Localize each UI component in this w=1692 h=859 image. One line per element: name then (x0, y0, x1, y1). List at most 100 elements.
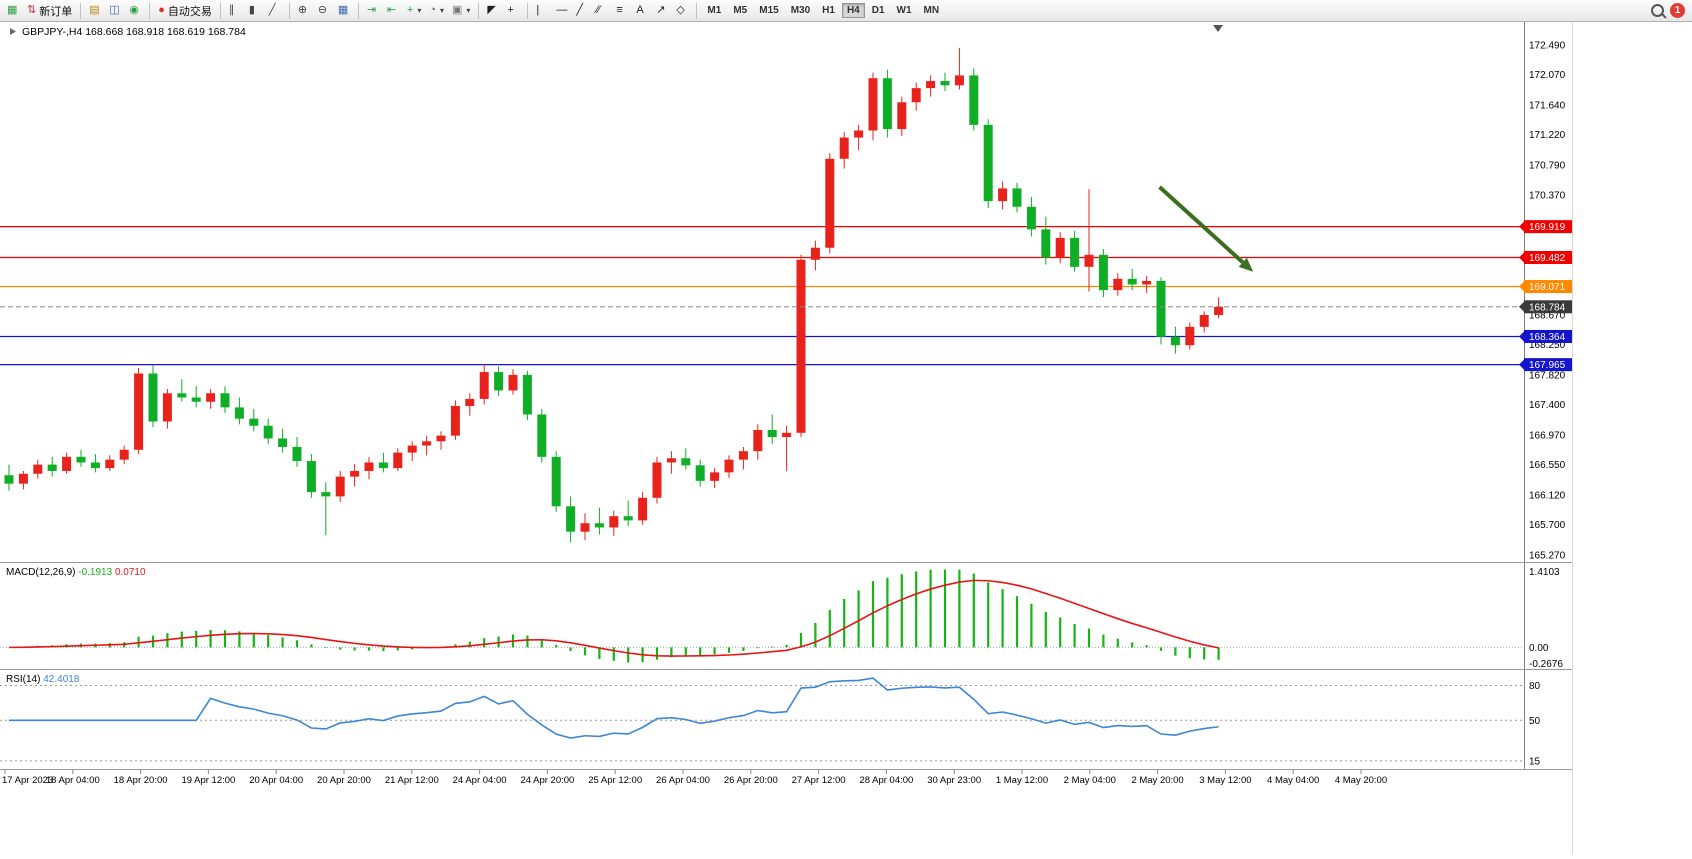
notification-badge[interactable]: 1 (1670, 3, 1685, 18)
candle (695, 465, 705, 481)
candles (4, 47, 1224, 543)
annotation-arrow-head[interactable] (1238, 257, 1254, 272)
candle (364, 462, 374, 471)
candle (1070, 237, 1080, 267)
rsi-level-label: 50 (1529, 716, 1541, 727)
candle (47, 464, 57, 471)
timeframe-m5-button[interactable]: M5 (728, 3, 752, 18)
horizontal-line-button[interactable]: — (552, 2, 572, 20)
time-axis-label: 2 May 04:00 (1064, 775, 1116, 786)
candle (321, 492, 331, 497)
candle (998, 188, 1008, 202)
data-window-button[interactable]: ◫ (105, 2, 125, 20)
candle (105, 459, 115, 469)
search-icon (1651, 4, 1664, 17)
candle (206, 393, 216, 402)
timeframe-toolbar: M1 M5 M15 M30 H1 H4 D1 W1 MN (701, 3, 945, 18)
arrows-button[interactable]: ↗ (652, 2, 672, 20)
price-axis-label: 166.970 (1529, 430, 1566, 441)
price-badge-label: 169.482 (1529, 253, 1566, 264)
navigator-icon: ◉ (129, 4, 139, 16)
candle (278, 438, 288, 447)
zoom-in-button[interactable]: ⊕ (294, 2, 314, 20)
candle (1026, 206, 1036, 230)
templates-button[interactable]: ▣ ▾ (448, 2, 474, 20)
toolbar-separator (478, 2, 480, 19)
zoom-in-icon: ⊕ (297, 4, 308, 16)
timeframe-d1-button[interactable]: D1 (867, 3, 890, 18)
price-badge (1524, 300, 1572, 314)
timeframe-mn-button[interactable]: MN (919, 3, 945, 18)
toolbar-separator (80, 2, 82, 19)
candle (465, 398, 475, 406)
data-window-icon: ◫ (109, 4, 120, 16)
candle (479, 372, 489, 399)
candlestick-chart-button[interactable]: ▮ (245, 2, 265, 20)
candle (4, 475, 14, 484)
fibonacci-icon: ≡ (616, 4, 623, 16)
candle (983, 124, 993, 202)
time-axis-label: 30 Apr 23:00 (927, 775, 981, 786)
symbol-selector-icon[interactable] (10, 28, 16, 35)
candle (940, 81, 950, 86)
candle (494, 372, 504, 391)
shapes-button[interactable]: ◇ (672, 2, 692, 20)
market-watch-button[interactable]: ▤ (85, 2, 105, 20)
annotation-arrow-line[interactable] (1158, 185, 1245, 264)
bar-chart-button[interactable]: ∥ (225, 2, 245, 20)
vertical-line-icon: | (536, 4, 540, 16)
periods-icon: ◔ (429, 4, 436, 16)
chart-shift-button[interactable]: ⇤ (383, 2, 403, 20)
vertical-line-button[interactable]: | (532, 2, 552, 20)
price-axis-label: 172.070 (1529, 70, 1566, 81)
price-axis-label: 171.220 (1529, 130, 1566, 141)
timeframe-w1-button[interactable]: W1 (892, 3, 917, 18)
timeframe-m30-button[interactable]: M30 (786, 3, 815, 18)
new-order-icon: ⇅ (27, 4, 37, 16)
candle (508, 374, 518, 391)
candle (623, 516, 633, 521)
time-axis-label: 4 May 04:00 (1267, 775, 1319, 786)
chart-shift-marker[interactable] (1213, 25, 1223, 32)
new-chart-button[interactable]: ▦ (3, 2, 23, 20)
candle (33, 464, 43, 474)
text-button[interactable]: A (632, 2, 652, 20)
chart-title: GBPJPY-,H4 168.668 168.918 168.619 168.7… (22, 26, 246, 38)
periods-button[interactable]: ◔ ▾ (425, 2, 448, 20)
line-chart-button[interactable]: ╱ (265, 2, 285, 20)
candle (839, 137, 849, 159)
chevron-down-icon: ▾ (439, 6, 444, 15)
candle (724, 459, 734, 473)
tile-windows-button[interactable]: ▦ (334, 2, 354, 20)
cursor-button[interactable]: ◤ (483, 2, 503, 20)
toolbar-separator (696, 2, 698, 19)
time-axis-label: 18 Apr 04:00 (46, 775, 100, 786)
timeframe-m1-button[interactable]: M1 (702, 3, 726, 18)
timeframe-h4-button[interactable]: H4 (841, 3, 865, 18)
timeframe-m15-button[interactable]: M15 (754, 3, 783, 18)
auto-trading-button[interactable]: ● 自动交易 (154, 2, 216, 20)
macd-signal-line (8, 579, 1219, 657)
toolbar-separator (219, 2, 221, 19)
timeframe-h1-button[interactable]: H1 (817, 3, 840, 18)
equidistant-channel-button[interactable]: ∕∕ (592, 2, 612, 20)
new-order-button[interactable]: ⇅ 新订单 (23, 2, 76, 20)
price-badge-pointer (1519, 331, 1524, 342)
crosshair-button[interactable]: + (503, 2, 523, 20)
candle (1185, 326, 1195, 346)
search-button[interactable] (1645, 4, 1670, 17)
zoom-out-button[interactable]: ⊖ (314, 2, 334, 20)
chart-shift-icon: ⇤ (386, 4, 397, 16)
navigator-button[interactable]: ◉ (125, 2, 145, 20)
indicators-icon: + (406, 4, 414, 16)
auto-scroll-button[interactable]: ⇥ (363, 2, 383, 20)
trendline-button[interactable]: ╱ (572, 2, 592, 20)
rsi-line (9, 677, 1219, 739)
equidistant-channel-icon: ∕∕ (596, 4, 601, 16)
fibonacci-button[interactable]: ≡ (612, 2, 632, 20)
candle (378, 462, 388, 469)
indicators-button[interactable]: + ▾ (403, 2, 425, 20)
price-axis-label: 166.550 (1529, 460, 1566, 471)
price-axis-label: 168.250 (1529, 340, 1566, 351)
toolbar-separator (288, 2, 290, 19)
